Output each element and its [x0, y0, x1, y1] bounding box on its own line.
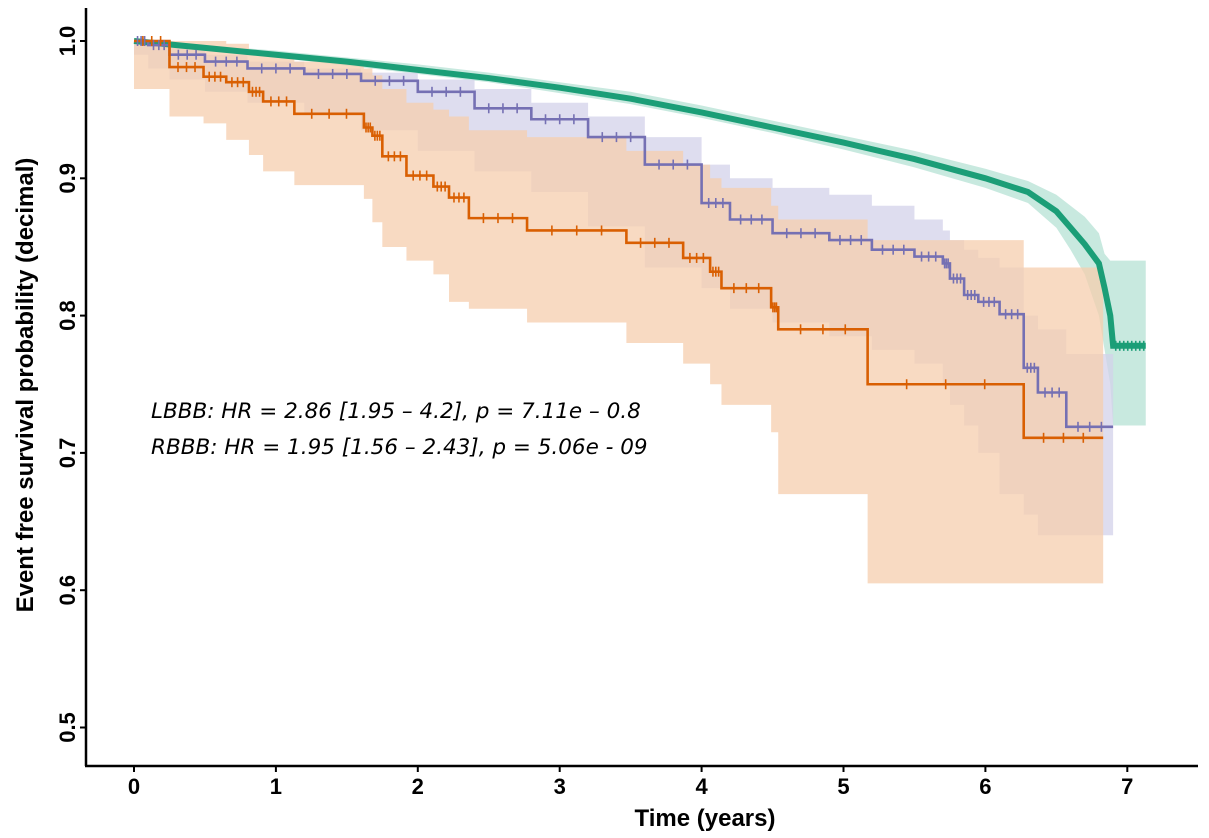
- x-tick-label: 6: [979, 774, 991, 799]
- x-tick-label: 3: [554, 774, 566, 799]
- survival-curve-no-bundle-branch-block: [133, 38, 1146, 349]
- y-tick-label: 0.8: [55, 300, 80, 331]
- x-tick-label: 2: [412, 774, 424, 799]
- y-tick-label: 0.9: [55, 163, 80, 194]
- y-tick-label: 0.6: [55, 575, 80, 606]
- annotation-rbbb: RBBB: HR = 1.95 [1.56 – 2.43], p = 5.06e…: [151, 435, 648, 460]
- annotation-lbbb: LBBB: HR = 2.86 [1.95 – 4.2], p = 7.11e …: [151, 399, 641, 424]
- x-tick-label: 4: [695, 774, 708, 799]
- x-tick-label: 0: [128, 774, 140, 799]
- x-tick-label: 5: [837, 774, 849, 799]
- x-axis-ticks: 0 1 2 3 4 5 6 7: [128, 766, 1133, 799]
- confidence-bands: [134, 41, 1146, 584]
- x-axis-title: Time (years): [635, 805, 776, 832]
- y-tick-label: 0.7: [55, 438, 80, 469]
- y-axis-title: Event free survival probability (decimal…: [12, 158, 39, 613]
- y-tick-label: 0.5: [55, 712, 80, 743]
- y-axis-ticks: 0.5 0.6 0.7 0.8 0.9 1.0: [55, 26, 86, 743]
- x-tick-label: 1: [270, 774, 282, 799]
- censor-marks: [136, 36, 1145, 443]
- ci-band-lbbb: [134, 41, 1104, 584]
- y-tick-label: 1.0: [55, 26, 80, 57]
- x-tick-label: 7: [1121, 774, 1133, 799]
